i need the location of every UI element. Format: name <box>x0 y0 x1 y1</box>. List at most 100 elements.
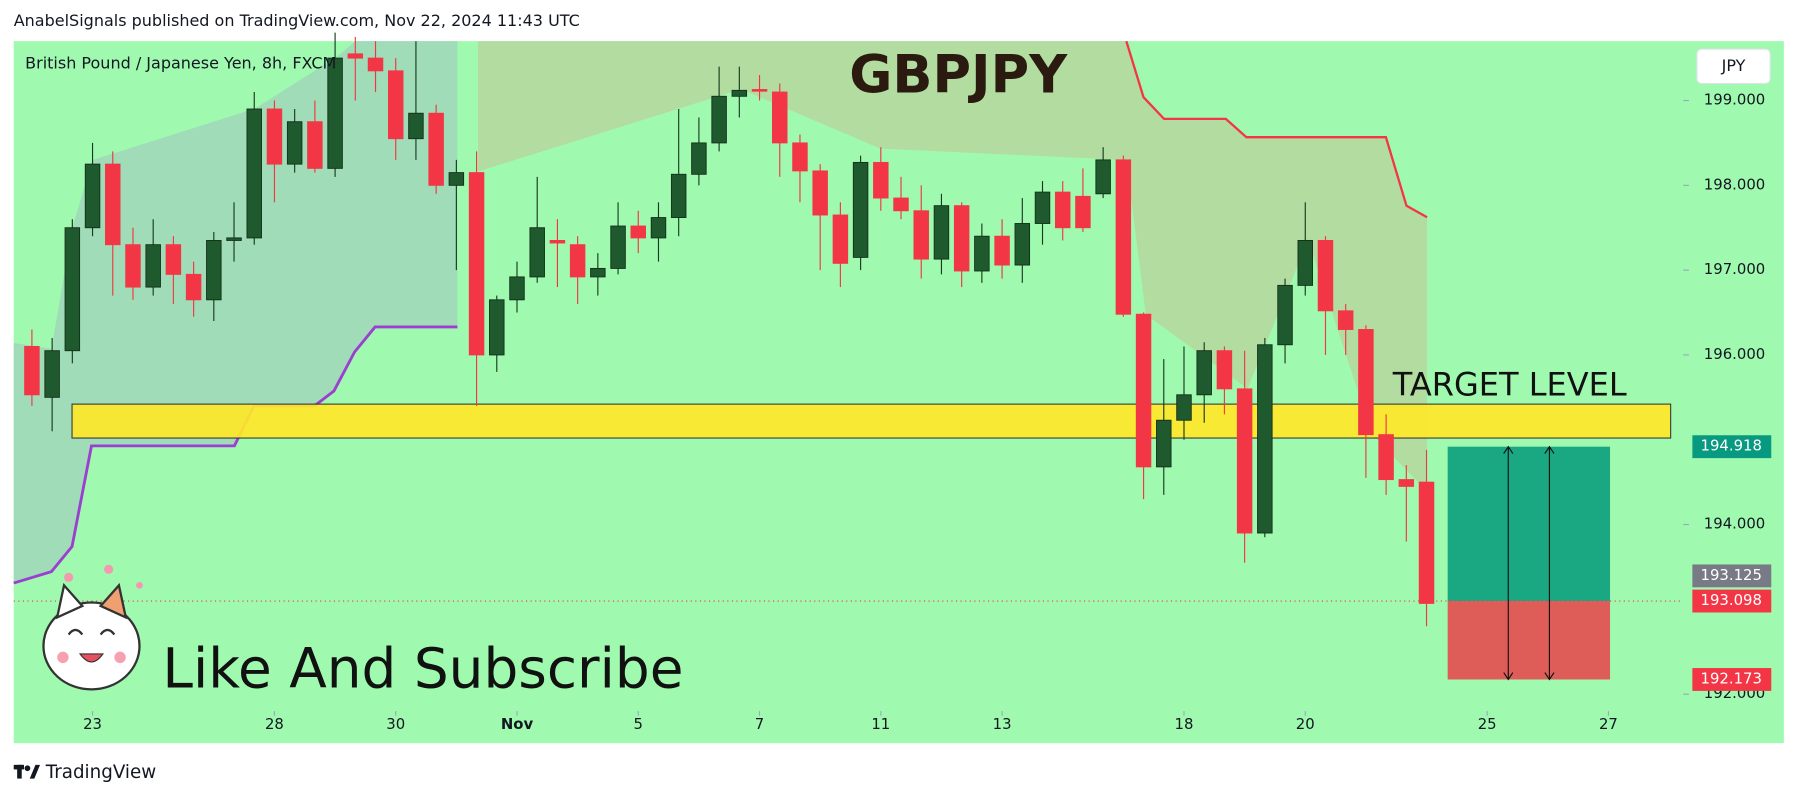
candle <box>1075 168 1091 232</box>
candle-body <box>913 210 929 260</box>
candle <box>1176 346 1192 440</box>
candle <box>206 231 222 322</box>
candle-body <box>610 225 626 269</box>
candle <box>1115 155 1132 317</box>
candle <box>1236 350 1253 563</box>
loss-zone <box>1447 601 1611 680</box>
candle <box>367 41 384 93</box>
candle-body <box>812 170 828 216</box>
x-tick-label: 11 <box>871 715 890 733</box>
x-tick-label: 13 <box>993 715 1012 733</box>
x-tick-label: 18 <box>1175 715 1194 733</box>
x-tick-label: 25 <box>1478 715 1497 733</box>
bid-price-label: 193.125 <box>1701 566 1762 584</box>
candle-body <box>974 235 990 272</box>
y-tick-label: 197.000 <box>1704 260 1765 278</box>
candle-body <box>347 53 364 59</box>
candle <box>1135 312 1152 500</box>
candle <box>852 155 869 271</box>
chart-title: GBPJPY <box>849 44 1068 105</box>
candle <box>529 176 545 283</box>
x-tick-label: 7 <box>755 715 764 733</box>
candle <box>751 75 768 101</box>
candle <box>590 253 606 296</box>
candle <box>489 295 505 372</box>
x-tick-label: 5 <box>634 715 643 733</box>
candle-body <box>1075 195 1091 229</box>
y-tick-label: 196.000 <box>1704 345 1765 363</box>
candle <box>792 134 808 203</box>
y-tick-label: 199.000 <box>1704 91 1765 109</box>
candle-body <box>832 214 849 264</box>
currency: JPY <box>1721 56 1746 75</box>
candle <box>64 219 81 364</box>
candle-body <box>751 89 768 92</box>
candle <box>832 202 849 288</box>
candle <box>226 202 242 262</box>
candle-body <box>448 172 465 186</box>
candle-body <box>125 244 141 288</box>
entry-price-label: 193.098 <box>1701 591 1762 609</box>
candle <box>974 223 990 283</box>
candle-body <box>650 217 667 239</box>
y-tick-label: 194.000 <box>1704 515 1765 533</box>
subscribe-text: Like And Subscribe <box>162 636 683 700</box>
candle <box>913 185 929 279</box>
candle-body <box>731 89 748 97</box>
candle-body <box>792 142 808 172</box>
arrow-head <box>1544 445 1555 681</box>
candle-body <box>1014 223 1031 266</box>
candle <box>731 66 748 118</box>
candle <box>933 193 950 275</box>
candle <box>24 329 40 406</box>
candle <box>650 202 667 262</box>
candle-body <box>569 244 586 278</box>
candle <box>1317 236 1334 355</box>
candle-body <box>206 239 222 301</box>
candle-body <box>1095 159 1111 195</box>
candle-body <box>387 70 404 140</box>
target-zone <box>71 403 1672 439</box>
x-tick-label: 28 <box>265 715 284 733</box>
candle <box>185 261 202 317</box>
candle <box>1216 346 1233 415</box>
indicator-shade-lower <box>13 41 458 584</box>
candle-body <box>630 225 647 239</box>
target-price-label: 194.918 <box>1701 437 1762 455</box>
candle-body <box>893 197 909 212</box>
supertrend-upper <box>1125 40 1428 219</box>
candle <box>873 147 889 211</box>
candle-body <box>711 95 727 144</box>
x-tick-label: 20 <box>1296 715 1315 733</box>
currency-box <box>1696 48 1771 85</box>
candle <box>307 100 323 173</box>
candle <box>691 117 707 186</box>
candle <box>468 151 485 406</box>
marks: 199.000198.000197.000196.000194.000192.0… <box>13 32 1772 733</box>
tv-logo <box>13 764 41 779</box>
candle <box>387 58 404 160</box>
candle <box>893 176 909 220</box>
x-tick-label: 23 <box>83 715 102 733</box>
profit-zone <box>1447 446 1611 602</box>
candle <box>1095 147 1111 199</box>
candle <box>266 100 283 203</box>
candle-body <box>1277 284 1293 346</box>
candle-body <box>266 108 283 165</box>
candle-body <box>84 163 101 229</box>
candle-body <box>367 57 384 72</box>
stop-price-label: 192.173 <box>1701 669 1762 687</box>
candle-body <box>1317 239 1334 312</box>
candle-body <box>44 350 60 398</box>
candle-body <box>185 273 202 301</box>
candle <box>1014 198 1031 283</box>
candle <box>1337 304 1354 355</box>
candle <box>428 104 444 194</box>
candle-body <box>549 239 566 244</box>
candle <box>1398 465 1415 542</box>
target-level-label: TARGET LEVEL <box>1392 365 1627 403</box>
candle-body <box>428 112 444 186</box>
symbol-info: British Pound / Japanese Yen, 8h, FXCM <box>25 54 336 73</box>
candle <box>630 210 647 254</box>
bid-price-label-box <box>1692 564 1772 588</box>
